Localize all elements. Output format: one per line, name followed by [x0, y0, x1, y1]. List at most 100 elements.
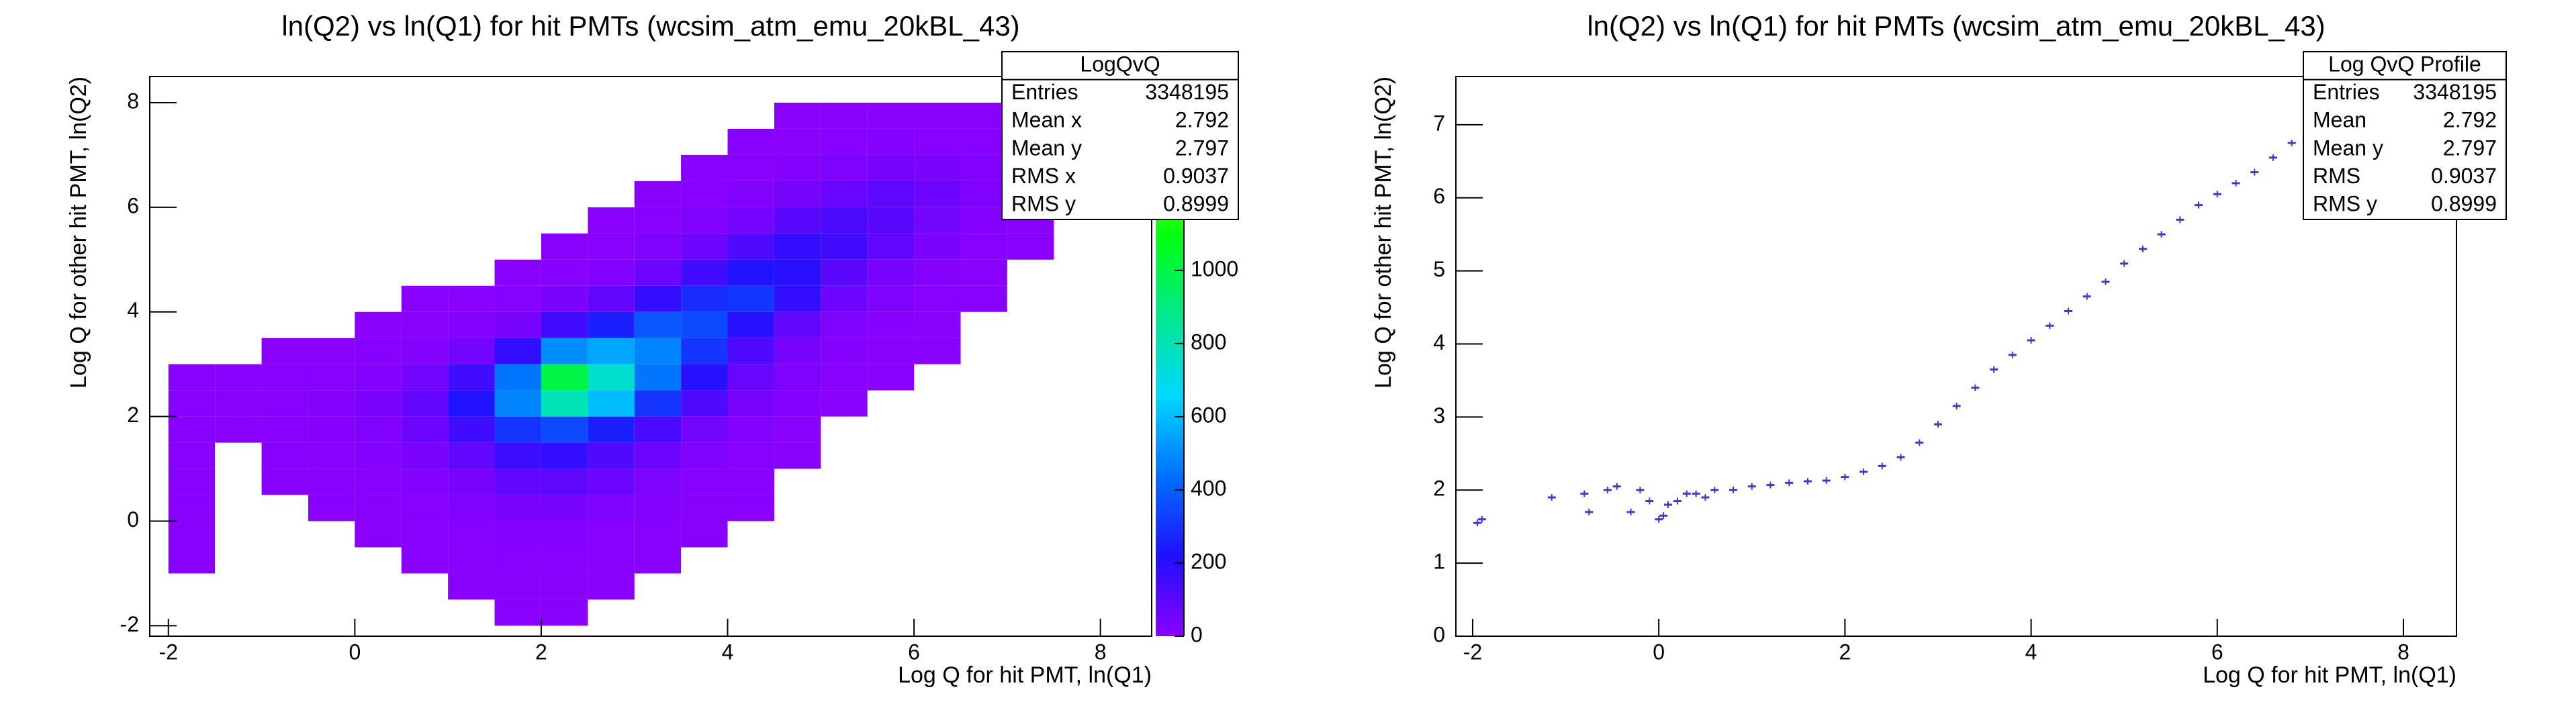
heatmap-cell	[168, 468, 216, 495]
heatmap-cell	[448, 468, 495, 495]
heatmap-cell	[261, 442, 308, 469]
heatmap-cell	[914, 338, 961, 364]
heatmap-cell	[401, 364, 449, 391]
heatmap-cell	[1007, 233, 1054, 260]
heatmap-cell	[634, 311, 682, 338]
heatmap-cell	[867, 102, 915, 129]
heatmap-cell	[960, 154, 1007, 181]
heatmap-cell	[588, 573, 635, 600]
x-tick-label: 6	[908, 640, 920, 664]
heatmap-cell	[588, 259, 635, 286]
stats-label: RMS x	[1011, 164, 1076, 188]
heatmap-cell	[681, 416, 728, 443]
heatmap-cell	[261, 390, 308, 417]
heatmap-cell	[541, 547, 588, 574]
x-axis-label: Log Q for hit PMT, ln(Q1)	[898, 662, 1152, 688]
heatmap-cell	[867, 259, 915, 286]
heatmap-cell	[355, 338, 402, 364]
heatmap-cell	[261, 364, 308, 391]
stats-value: 2.792	[1175, 108, 1229, 132]
heatmap-cell	[448, 442, 495, 469]
heatmap-cell	[215, 390, 262, 417]
heatmap-cell	[541, 573, 588, 600]
chart-title: ln(Q2) vs ln(Q1) for hit PMTs (wcsim_atm…	[281, 10, 1019, 42]
x-tick-label: 8	[1095, 640, 1107, 664]
heatmap-cell	[634, 285, 682, 312]
heatmap-cell	[774, 154, 821, 181]
x-tick-label: 2	[1839, 640, 1851, 664]
stats-label: RMS	[2313, 164, 2360, 188]
heatmap-cell	[774, 364, 821, 391]
heatmap-cell	[681, 364, 728, 391]
heatmap-cell	[634, 338, 682, 364]
stats-label: RMS y	[1011, 192, 1076, 216]
heatmap-cell	[308, 468, 355, 495]
heatmap-cell	[448, 521, 495, 548]
heatmap-cell	[867, 285, 915, 312]
x-tick-label: 4	[2025, 640, 2037, 664]
heatmap-cell	[261, 468, 308, 495]
y-tick-label: 0	[1433, 622, 1445, 646]
heatmap-cell	[588, 233, 635, 260]
heatmap-cell	[634, 207, 682, 234]
heatmap-cell	[494, 442, 541, 469]
heatmap-cell	[867, 181, 915, 207]
heatmap-cell	[727, 364, 774, 391]
heatmap-cell	[494, 364, 541, 391]
heatmap-cell	[960, 207, 1007, 234]
stats-label: Mean	[2313, 108, 2366, 132]
heatmap-cell	[541, 390, 588, 417]
heatmap-cell	[821, 181, 868, 207]
heatmap-cell	[448, 547, 495, 574]
x-tick-label: -2	[1463, 640, 1482, 664]
heatmap-cell	[541, 364, 588, 391]
heatmap-cell	[727, 442, 774, 469]
stats-value: 3348195	[1145, 80, 1229, 104]
heatmap-cell	[168, 416, 216, 443]
heatmap-cell	[727, 285, 774, 312]
heatmap-cell	[401, 285, 449, 312]
heatmap-cell	[448, 390, 495, 417]
heatmap-cell	[867, 311, 915, 338]
heatmap-cell	[168, 547, 216, 574]
heatmap-cell	[774, 416, 821, 443]
y-tick-label: 6	[127, 193, 139, 217]
heatmap-cell	[541, 416, 588, 443]
heatmap-cell	[727, 128, 774, 155]
heatmap-cell	[821, 207, 868, 234]
heatmap-cell	[588, 338, 635, 364]
heatmap-cell	[308, 338, 355, 364]
heatmap-cell	[541, 338, 588, 364]
stats-value: 0.9037	[2431, 164, 2497, 188]
heatmap-cell	[494, 416, 541, 443]
stats-label: Mean y	[1011, 136, 1082, 160]
heatmap-cell	[867, 233, 915, 260]
heatmap-cell	[634, 416, 682, 443]
heatmap-cell	[681, 259, 728, 286]
stats-value: 2.797	[1175, 136, 1229, 160]
heatmap-cell	[448, 311, 495, 338]
heatmap-cell	[494, 495, 541, 521]
heatmap-cell	[588, 390, 635, 417]
heatmap-cell	[448, 495, 495, 521]
x-tick-label: 4	[722, 640, 734, 664]
heatmap-cell	[401, 416, 449, 443]
heatmap-cell	[634, 547, 682, 574]
heatmap-cell	[308, 442, 355, 469]
heatmap-cell	[914, 154, 961, 181]
heatmap-cell	[774, 259, 821, 286]
heatmap-cell	[634, 495, 682, 521]
heatmap-cell	[308, 390, 355, 417]
heatmap-cell	[168, 521, 216, 548]
heatmap-cell	[541, 259, 588, 286]
heatmap-cell	[774, 390, 821, 417]
stats-value: 0.8999	[2431, 192, 2497, 216]
heatmap-cell	[168, 390, 216, 417]
heatmap-cell	[494, 599, 541, 626]
heatmap-cell	[588, 442, 635, 469]
heatmap-cell	[774, 311, 821, 338]
heatmap-cell	[774, 102, 821, 129]
x-tick-label: 6	[2211, 640, 2223, 664]
